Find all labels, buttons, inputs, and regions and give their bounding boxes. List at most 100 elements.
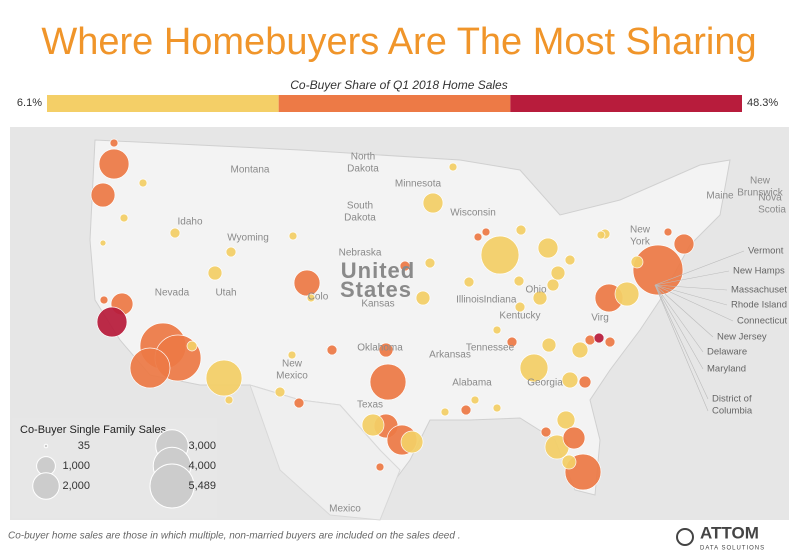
bubble [584, 334, 596, 346]
color-legend-title: Co-Buyer Share of Q1 2018 Home Sales [290, 78, 507, 92]
bubble [564, 254, 576, 266]
bubble [96, 306, 128, 338]
logo: ATTOM [700, 523, 759, 542]
color-segment [278, 95, 511, 112]
bubble [541, 337, 557, 353]
map-label: Mexico [276, 371, 308, 382]
map-label: North [351, 152, 375, 163]
map-label: Nebraska [339, 248, 382, 259]
bubble [306, 293, 316, 303]
bubble [556, 410, 576, 430]
footnote: Co-buyer home sales are those in which m… [8, 531, 460, 542]
map-label: Dakota [344, 213, 376, 224]
bubble [513, 275, 525, 287]
color-segment [510, 95, 742, 112]
callout-label: Rhode Island [731, 300, 787, 311]
bubble [481, 227, 491, 237]
map-label: Brunswick [737, 188, 784, 199]
bubble [506, 336, 518, 348]
bubble [99, 295, 109, 305]
bubble [673, 233, 695, 255]
bubble [399, 260, 411, 272]
size-legend-label: 5,489 [188, 480, 216, 492]
bubble [98, 148, 130, 180]
map-label: Wisconsin [450, 208, 496, 219]
bubble [129, 347, 171, 389]
callout-line [654, 284, 734, 322]
size-legend: 35 1,000 2,000 3,000 4,000 5,489 [32, 429, 216, 509]
size-legend-mark [149, 463, 195, 509]
color-segment [47, 95, 279, 112]
bubble [375, 462, 385, 472]
bubble [514, 301, 526, 313]
size-legend-label: 2,000 [62, 480, 90, 492]
map-label: Georgia [527, 378, 563, 389]
bubble [293, 269, 321, 297]
bubble [109, 138, 119, 148]
map-label: Alabama [452, 378, 492, 389]
color-legend-max: 48.3% [747, 97, 778, 109]
map-label: Oklahoma [357, 343, 403, 354]
map-label: Ohio [525, 285, 547, 296]
map-label: York [630, 237, 651, 248]
callout-line [654, 250, 745, 286]
bubble [561, 371, 579, 389]
map-label: New [630, 225, 651, 236]
map-label: Mexico [329, 504, 361, 515]
bubble [287, 350, 297, 360]
bubble [138, 178, 148, 188]
bubble [663, 227, 673, 237]
color-legend-bar [47, 95, 742, 112]
bubble [578, 375, 592, 389]
bubble [537, 237, 559, 259]
bubbles [90, 138, 695, 491]
map-labels: MontanaNorthDakotaSouthDakotaMinnesotaWi… [155, 152, 788, 515]
size-legend-title: Co-Buyer Single Family Sales [20, 424, 167, 436]
map-label: Utah [215, 288, 236, 299]
map-label: Kansas [361, 299, 394, 310]
callout-line [654, 284, 704, 370]
mexico-land [249, 384, 401, 521]
callout-label: Vermont [748, 246, 784, 257]
map-label: Kentucky [499, 311, 540, 322]
bubble [492, 325, 502, 335]
bubble [448, 162, 458, 172]
bubble [519, 353, 549, 383]
map-label: New [282, 359, 303, 370]
bubble [274, 386, 286, 398]
bubble [515, 224, 527, 236]
bubble [630, 255, 644, 269]
callout-label: New Hamps [733, 266, 785, 277]
map-label: Dakota [347, 164, 379, 175]
map-label: Texas [357, 400, 383, 411]
bubble [293, 397, 305, 409]
bubble [632, 244, 684, 296]
bubble [207, 265, 223, 281]
bubble [473, 232, 483, 242]
map-label: Indiana [484, 295, 517, 306]
bubble [400, 430, 424, 454]
map-label: States [340, 277, 412, 302]
size-legend-label: 3,000 [188, 440, 216, 452]
callout-label: District of [712, 394, 752, 405]
bubble [415, 290, 431, 306]
callout-label: Columbia [712, 406, 753, 417]
callout-line [654, 270, 730, 286]
size-legend-mark [43, 443, 49, 449]
size-legend-mark [32, 472, 60, 500]
title: Where Homebuyers Are The Most Sharing [41, 21, 756, 63]
callout-label: New Jersey [717, 332, 767, 343]
bubble [540, 426, 552, 438]
bubble [440, 407, 450, 417]
callout-line [654, 284, 709, 400]
logo-icon [676, 528, 694, 546]
map-label: Colo [308, 292, 329, 303]
map-label: Montana [231, 165, 270, 176]
bubble [205, 359, 243, 397]
color-legend-min: 6.1% [17, 97, 42, 109]
bubble [593, 332, 605, 344]
bubble [614, 281, 640, 307]
bubble [460, 404, 472, 416]
